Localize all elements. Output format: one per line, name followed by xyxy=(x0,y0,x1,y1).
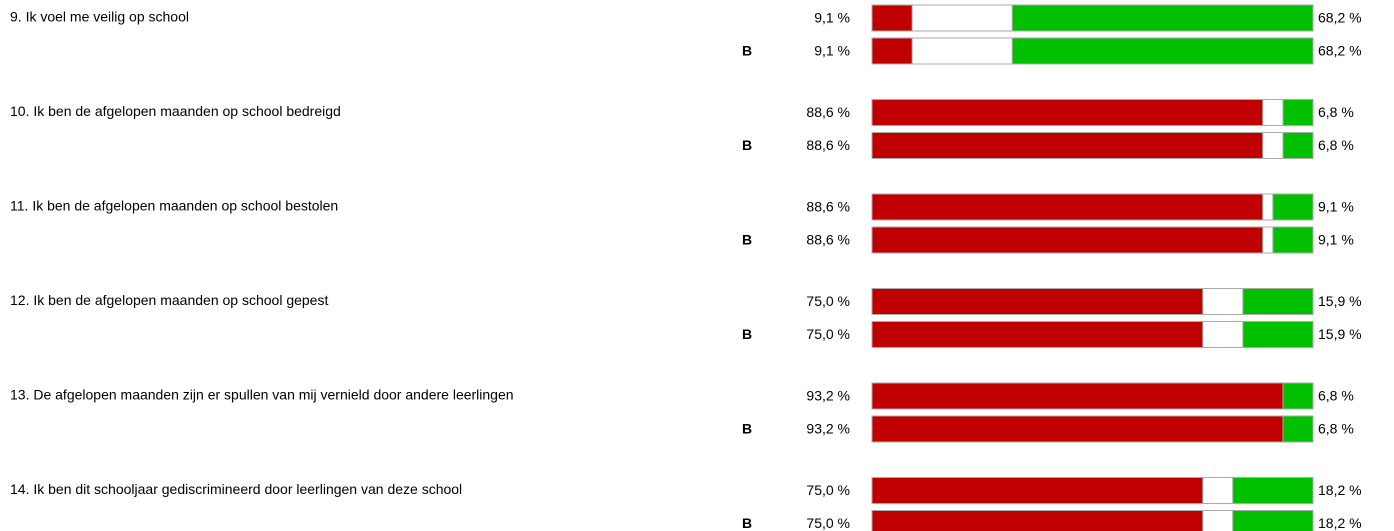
low-label: 75,0 % xyxy=(806,482,850,498)
tag: B xyxy=(742,515,752,531)
high-label: 15,9 % xyxy=(1318,293,1362,309)
low-segment xyxy=(871,193,1264,221)
high-label: 9,1 % xyxy=(1318,232,1354,248)
high-segment xyxy=(1282,132,1314,159)
question: 13. De afgelopen maanden zijn er spullen… xyxy=(10,387,514,403)
high-label: 6,8 % xyxy=(1318,388,1354,404)
low-segment xyxy=(871,132,1264,159)
low-label: 88,6 % xyxy=(806,232,850,248)
high-segment xyxy=(1282,382,1314,410)
high-segment xyxy=(1011,4,1314,32)
low-label: 75,0 % xyxy=(806,515,850,531)
low-label: 93,2 % xyxy=(806,421,850,437)
question: 12. Ik ben de afgelopen maanden op schoo… xyxy=(10,292,328,308)
low-label: 75,0 % xyxy=(806,326,850,342)
high-segment xyxy=(1272,226,1314,254)
high-segment xyxy=(1011,37,1314,65)
question: 9. Ik voel me veilig op school xyxy=(10,9,189,25)
low-segment xyxy=(871,477,1204,504)
high-label: 9,1 % xyxy=(1318,199,1354,215)
low-label: 9,1 % xyxy=(814,43,850,59)
low-segment xyxy=(871,226,1264,254)
high-label: 15,9 % xyxy=(1318,326,1362,342)
high-segment xyxy=(1282,415,1314,443)
low-label: 75,0 % xyxy=(806,293,850,309)
high-segment xyxy=(1232,510,1314,531)
low-segment xyxy=(871,382,1284,410)
low-segment xyxy=(871,37,913,65)
high-label: 6,8 % xyxy=(1318,421,1354,437)
question: 10. Ik ben de afgelopen maanden op schoo… xyxy=(10,103,341,119)
low-segment xyxy=(871,321,1204,348)
low-segment xyxy=(871,415,1284,443)
high-label: 18,2 % xyxy=(1318,515,1362,531)
high-segment xyxy=(1272,193,1314,221)
high-label: 18,2 % xyxy=(1318,482,1362,498)
tag: B xyxy=(742,43,752,59)
high-segment xyxy=(1242,288,1314,315)
low-label: 9,1 % xyxy=(814,10,850,26)
low-segment xyxy=(871,510,1204,531)
question: 11. Ik ben de afgelopen maanden op schoo… xyxy=(10,198,338,214)
tag: B xyxy=(742,421,752,437)
question: 14. Ik ben dit schooljaar gediscrimineer… xyxy=(10,481,462,497)
low-label: 93,2 % xyxy=(806,388,850,404)
high-label: 6,8 % xyxy=(1318,104,1354,120)
high-segment xyxy=(1282,99,1314,126)
high-label: 6,8 % xyxy=(1318,137,1354,153)
high-label: 68,2 % xyxy=(1318,43,1362,59)
high-segment xyxy=(1242,321,1314,348)
tag: B xyxy=(742,137,752,153)
low-segment xyxy=(871,99,1264,126)
low-segment xyxy=(871,4,913,32)
low-label: 88,6 % xyxy=(806,199,850,215)
tag: B xyxy=(742,326,752,342)
high-segment xyxy=(1232,477,1314,504)
tag: B xyxy=(742,232,752,248)
low-segment xyxy=(871,288,1204,315)
low-label: 88,6 % xyxy=(806,104,850,120)
high-label: 68,2 % xyxy=(1318,10,1362,26)
low-label: 88,6 % xyxy=(806,137,850,153)
